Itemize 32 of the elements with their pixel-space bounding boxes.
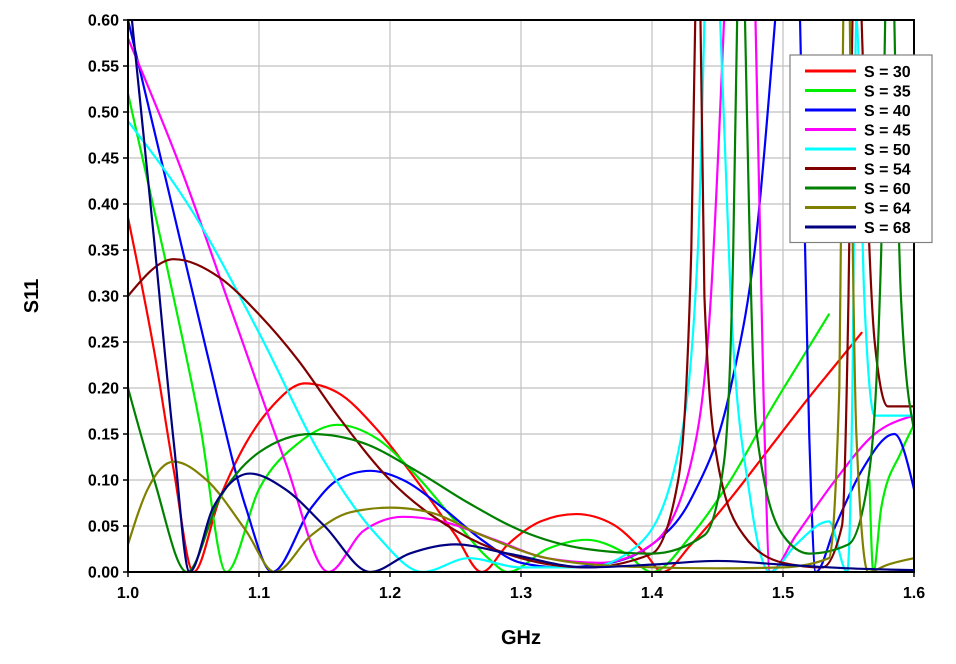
y-tick-label: 0.25 — [88, 334, 120, 352]
legend-label: S = 50 — [864, 142, 911, 159]
y-tick-label: 0.55 — [88, 58, 120, 76]
y-tick-label: 0.05 — [88, 518, 120, 536]
y-tick-label: 0.45 — [88, 150, 120, 168]
y-tick-label: 0.35 — [88, 242, 120, 260]
legend-label: S = 60 — [864, 181, 911, 198]
legend-label: S = 40 — [864, 103, 911, 120]
legend-label: S = 30 — [864, 64, 911, 81]
y-tick-label: 0.30 — [88, 288, 120, 306]
legend-label: S = 54 — [864, 162, 911, 178]
legend-label: S = 64 — [864, 200, 911, 218]
legend-label: S = 35 — [864, 84, 911, 100]
legend-label: S = 68 — [864, 220, 911, 237]
y-tick-label: 0.10 — [88, 472, 120, 490]
x-axis-title: GHz — [501, 627, 541, 649]
y-tick-label: 0.15 — [88, 426, 120, 444]
legend-label: S = 45 — [864, 122, 911, 140]
line-series — [126, 216, 863, 574]
y-axis-title: S11 — [21, 278, 43, 314]
y-tick-label: 0.60 — [88, 12, 120, 30]
x-tick-label: 1.4 — [640, 585, 664, 602]
x-tick-label: 1.6 — [902, 585, 926, 602]
y-tick-label: 0.50 — [88, 104, 120, 122]
x-tick-label: 1.5 — [772, 585, 794, 602]
x-tick-label: 1.3 — [510, 585, 532, 602]
x-tick-label: 1.2 — [378, 585, 402, 602]
y-tick-label: 0.40 — [88, 196, 120, 214]
x-tick-label: 1.1 — [248, 585, 270, 602]
y-tick-label: 0.20 — [88, 380, 120, 398]
y-tick-label: 0.00 — [88, 564, 120, 582]
x-tick-label: 1.0 — [116, 585, 140, 602]
